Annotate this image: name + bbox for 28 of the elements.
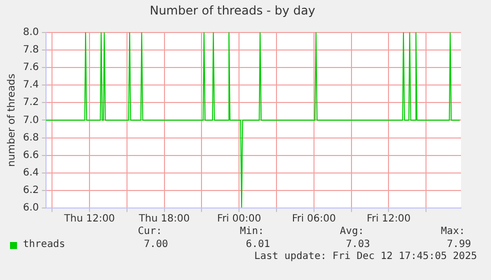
y-tick-label: 8.0 [22,26,39,38]
text: Cur: [138,226,162,238]
y-tick-label: 7.8 [22,44,39,56]
x-tick-label: Fri 06:00 [292,214,336,225]
y-tick-label: 6.0 [22,202,39,214]
text: 6.01 [246,239,270,251]
text: 7.99 [446,239,471,251]
y-tick-label: 7.0 [22,114,39,126]
text: Max: [440,226,465,238]
chart-title: Number of threads - by day [150,3,316,18]
y-tick-label: 7.4 [22,80,39,91]
y-tick-label: 6.6 [22,150,39,161]
text: Last update: Fri Dec 12 17:45:05 2025 [254,251,477,263]
y-tick-label: 7.6 [22,62,39,74]
x-tick-label: Thu 18:00 [138,214,190,225]
y-axis-title: number of threads [6,74,18,167]
x-tick-label: Fri 12:00 [366,214,411,225]
y-tick-label: 6.4 [22,167,39,178]
text: Avg: [340,226,364,238]
y-tick-label: 6.8 [22,132,39,144]
x-tick-label: Fri 00:00 [217,214,262,225]
legend-label: threads [23,239,66,251]
y-tick-label: 6.2 [22,185,39,196]
y-tick-label: 7.2 [22,97,39,108]
text: 7.03 [346,239,370,251]
x-tick-label: Thu 12:00 [63,214,115,225]
text: 7.00 [144,239,168,251]
text: Min: [240,226,264,238]
